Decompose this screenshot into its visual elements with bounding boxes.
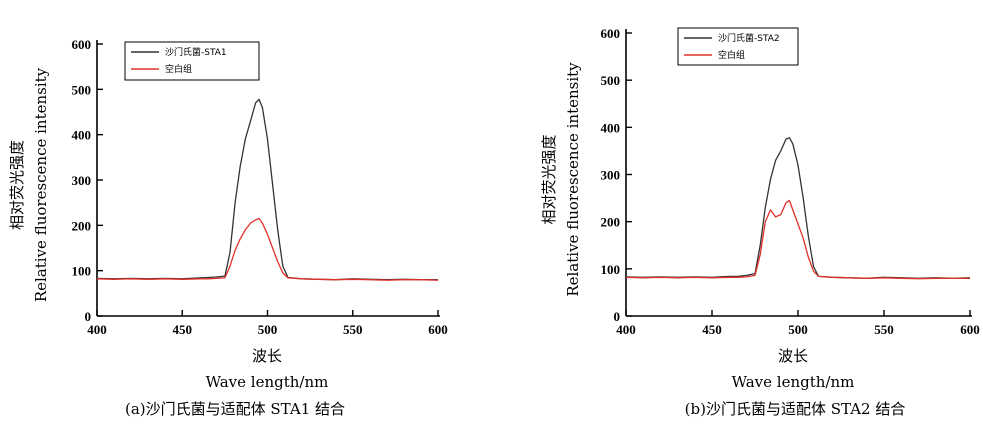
x-tick-label: 550: [874, 322, 894, 337]
y-tick-label: 400: [601, 120, 621, 135]
y-tick-label: 100: [601, 262, 621, 277]
series-line-blank: [96, 217, 439, 281]
x-tick-label: 450: [702, 322, 722, 337]
x-axis-label-cn: 波长: [778, 347, 808, 365]
x-axis-label-en: Wave length/nm: [206, 373, 329, 391]
series-line-blank: [625, 199, 970, 280]
x-axis-label-en: Wave length/nm: [732, 373, 855, 391]
figure-caption: (b)沙门氏菌与适配体 STA2 结合: [685, 400, 906, 418]
x-tick-label: 400: [616, 322, 636, 337]
y-tick-label: 500: [72, 82, 92, 97]
x-tick-label: 400: [87, 322, 107, 337]
legend: [124, 41, 260, 81]
y-tick-label: 300: [601, 168, 621, 183]
legend-label: 空白组: [165, 63, 192, 75]
y-tick-label: 200: [72, 218, 92, 233]
y-tick-label: 100: [72, 264, 92, 279]
y-tick-label: 500: [601, 73, 621, 88]
x-axis-label-cn: 波长: [252, 347, 282, 365]
x-tick-label: 600: [428, 322, 448, 337]
y-tick-label: 300: [72, 173, 92, 188]
y-axis-label-en: Relative fluorescence intensity: [32, 67, 50, 302]
y-tick-label: 200: [601, 215, 621, 230]
chart-panel-a: 400 450 500 550 600 0 100 200 300 400 500 600 沙门氏菌-S…: [8, 37, 448, 418]
series-line-sample: [625, 137, 971, 279]
x-tick-label: 600: [960, 322, 980, 337]
y-axis-label-cn: 相对荧光强度: [8, 140, 26, 230]
x-tick-label: 500: [788, 322, 808, 337]
y-tick-label: 600: [601, 26, 621, 41]
x-tick-label: 550: [343, 322, 363, 337]
y-tick-label: 400: [72, 128, 92, 143]
legend-label: 空白组: [718, 49, 745, 61]
y-tick-label: 0: [85, 309, 92, 324]
y-axis-label-en: Relative fluorescence intensity: [564, 62, 582, 297]
series-line-sample: [96, 98, 438, 281]
y-tick-label: 0: [614, 309, 621, 324]
figure-caption: (a)沙门氏菌与适配体 STA1 结合: [125, 400, 345, 418]
chart-panel-b: 400 450 500 550 600 0 100 200 300 400 500 600 沙门氏菌-S…: [540, 26, 980, 418]
legend-label: 沙门氏菌-STA2: [718, 32, 780, 44]
x-tick-label: 450: [173, 322, 193, 337]
legend: [677, 27, 799, 66]
y-axis-label-cn: 相对荧光强度: [540, 134, 558, 224]
y-tick-label: 600: [72, 37, 92, 52]
x-tick-label: 500: [258, 322, 278, 337]
legend-label: 沙门氏菌-STA1: [165, 46, 227, 58]
